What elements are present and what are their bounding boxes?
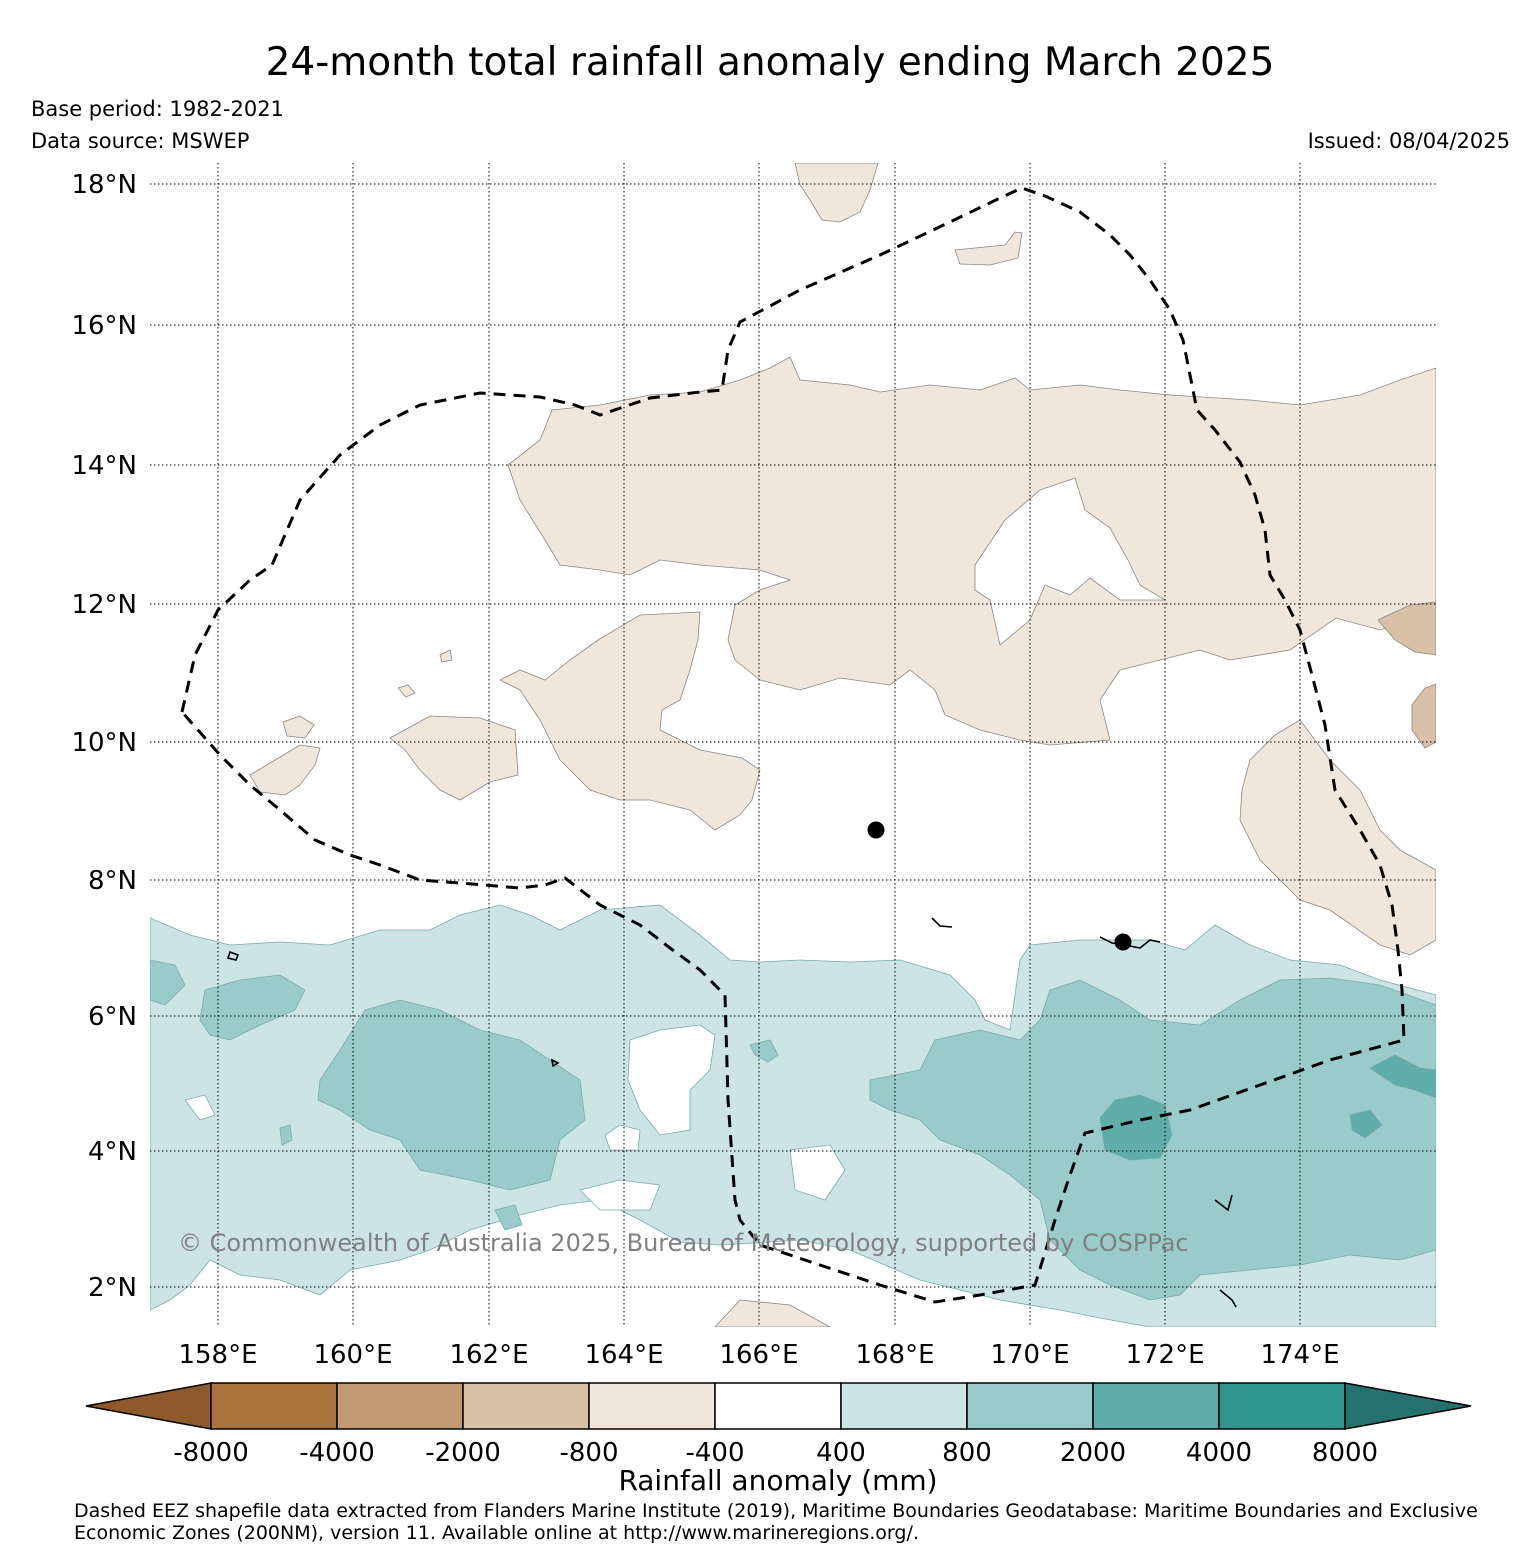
wet-region-medium [150,959,1436,1301]
dry-region-far-west [249,744,321,796]
colorbar-tick-label: 800 [942,1438,992,1468]
coast-mark-3 [1214,1194,1233,1212]
eez-boundary [180,186,1406,1304]
colorbar-tick-label: 4000 [1186,1438,1252,1468]
lat-label: 8°N [88,866,137,896]
wet-anomaly-regions [150,904,1436,1327]
dry-region-west [389,715,519,801]
colorbar-segment [462,1382,590,1430]
dry-islet-3 [439,649,453,663]
colorbar-segment [1218,1382,1346,1430]
map-area [150,163,1436,1327]
wet-region-strong-2 [1369,1054,1436,1099]
dry-region-south-bottom [714,1299,831,1327]
lat-label: 6°N [88,1002,137,1032]
latitude-labels: 18°N 16°N 14°N 12°N 10°N 8°N 6°N 4°N 2°N [71,170,137,1303]
base-period: Base period: 1982-2021 [31,97,284,121]
colorbar-segment [336,1382,464,1430]
colorbar-tick-label: -2000 [425,1438,501,1468]
lon-label: 168°E [855,1340,934,1370]
wet-hole-white-5 [184,1094,216,1121]
dry-region-small-north [954,231,1023,266]
footer-line-2: Economic Zones (200NM), version 11. Avai… [74,1522,919,1544]
wet-hole-white-1 [627,1024,716,1136]
wet-region-strong-3 [1349,1109,1383,1139]
dry-region-top-islet [794,163,879,223]
strong-dry-patches [1377,601,1436,749]
lat-label: 16°N [71,311,137,341]
colorbar-segment [1092,1382,1220,1430]
lat-label: 2°N [88,1273,137,1303]
colorbar-extension-high [1344,1382,1472,1430]
colorbar-tick-label: -400 [685,1438,744,1468]
issued-date: Issued: 08/04/2025 [1307,129,1510,153]
data-source: Data source: MSWEP [31,129,250,153]
colorbar-tick-label: 2000 [1060,1438,1126,1468]
lon-label: 174°E [1260,1340,1339,1370]
coast-mark-4 [1219,1289,1237,1308]
strong-dry-patch-1 [1377,601,1436,656]
dry-region-east [1239,719,1436,956]
longitude-labels: 158°E 160°E 162°E 164°E 166°E 168°E 170°… [178,1340,1339,1370]
dry-hole-centre-white [974,477,1167,646]
lon-label: 170°E [990,1340,1069,1370]
coast-mark-5 [226,950,240,961]
colorbar-segment [714,1382,842,1430]
coast-mark-2 [931,917,953,928]
colorbar-tick-label: -800 [559,1438,618,1468]
island-dot-east [1114,933,1132,951]
lat-label: 10°N [71,728,137,758]
lon-label: 162°E [449,1340,528,1370]
dry-region-main-north [507,356,1436,746]
wet-region-strong-1 [1099,1094,1173,1161]
colorbar-label: Rainfall anomaly (mm) [618,1464,937,1497]
dry-region-central-west [499,611,761,831]
lat-label: 4°N [88,1137,137,1167]
colorbar-tick-label: -8000 [173,1438,249,1468]
lat-label: 12°N [71,590,137,620]
colorbar [85,1382,1472,1430]
rainfall-map: 18°N 16°N 14°N 12°N 10°N 8°N 6°N 4°N 2°N… [71,163,1472,1497]
lon-label: 158°E [178,1340,257,1370]
island-dot-north [867,821,885,839]
lat-label: 14°N [71,451,137,481]
dry-anomaly-regions [249,163,1436,1327]
map-title: 24-month total rainfall anomaly ending M… [265,40,1275,85]
dry-islet-1 [282,715,315,739]
colorbar-tick-labels: -8000 -4000 -2000 -800 -400 400 800 2000… [173,1438,1378,1468]
lat-label: 18°N [71,170,137,200]
wet-hole-white-4 [789,1144,846,1201]
lon-label: 160°E [313,1340,392,1370]
lon-label: 166°E [719,1340,798,1370]
wet-hole-white-2 [604,1124,641,1151]
colorbar-extension-low [85,1382,212,1430]
coastline-marks [226,917,1237,1308]
colorbar-tick-label: 400 [816,1438,866,1468]
wet-hole-white-3 [579,1179,661,1211]
colorbar-segment [966,1382,1094,1430]
strong-dry-patch-2 [1411,683,1436,749]
dry-islet-2 [397,684,416,698]
colorbar-segment [210,1382,338,1430]
colorbar-tick-label: -4000 [299,1438,375,1468]
copyright-watermark: © Commonwealth of Australia 2025, Bureau… [178,1229,1189,1257]
footer-note: Dashed EEZ shapefile data extracted from… [74,1500,1524,1544]
colorbar-segment [588,1382,716,1430]
colorbar-tick-label: 8000 [1312,1438,1378,1468]
coast-mark-6 [550,1058,560,1068]
coast-mark-1 [1099,936,1161,949]
lon-label: 172°E [1125,1340,1204,1370]
lon-label: 164°E [584,1340,663,1370]
footer-line-1: Dashed EEZ shapefile data extracted from… [74,1500,1478,1522]
colorbar-segment [840,1382,968,1430]
